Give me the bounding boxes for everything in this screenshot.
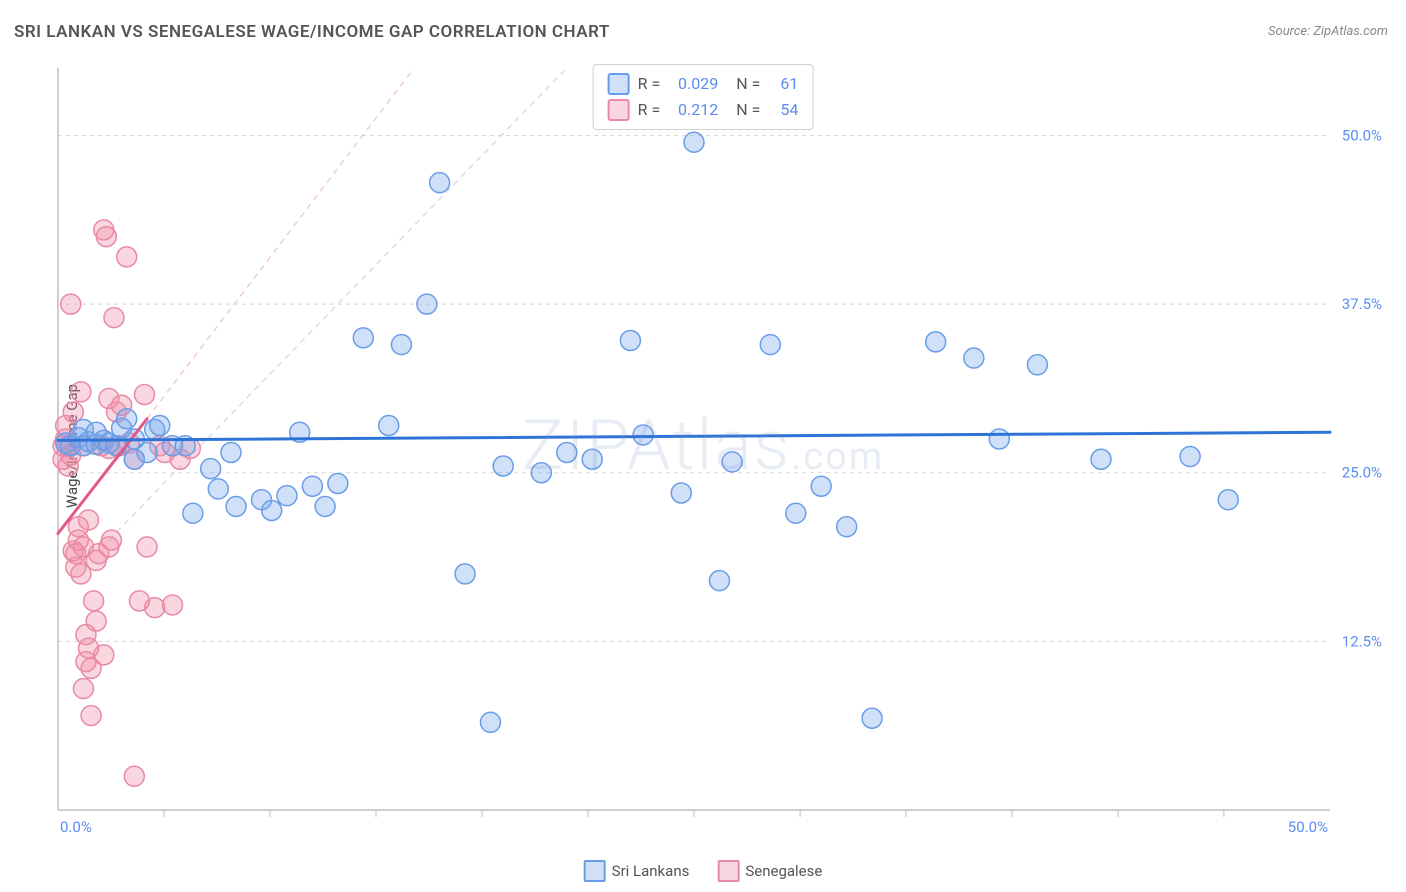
data-point (145, 598, 165, 618)
data-point (201, 459, 221, 479)
stat-r-label: R = (638, 97, 661, 123)
data-point (61, 294, 81, 314)
data-point (1180, 447, 1200, 467)
correlation-stats-box: R = 0.029 N = 61 R = 0.212 N = 54 (593, 64, 814, 130)
data-point (353, 328, 373, 348)
data-point (379, 416, 399, 436)
data-point (964, 348, 984, 368)
data-point (557, 442, 577, 462)
data-point (989, 429, 1009, 449)
stat-n-value: 61 (768, 71, 798, 97)
data-point (86, 611, 106, 631)
stat-r-label: R = (638, 71, 661, 97)
chart-svg: 12.5% 25.0% 37.5% 50.0% 0.0% 50.0% (50, 60, 1390, 840)
chart-title: SRI LANKAN VS SENEGALESE WAGE/INCOME GAP… (14, 22, 610, 42)
stat-row: R = 0.212 N = 54 (608, 97, 799, 123)
data-point (480, 712, 500, 732)
stat-swatch (608, 73, 630, 95)
data-point (684, 132, 704, 152)
data-point (124, 766, 144, 786)
data-point (73, 679, 93, 699)
data-point (786, 503, 806, 523)
x-tick-label: 0.0% (60, 818, 92, 836)
data-point (1027, 355, 1047, 375)
data-point (722, 452, 742, 472)
data-point (71, 382, 91, 402)
data-point (430, 173, 450, 193)
data-point (633, 425, 653, 445)
y-tick-label: 25.0% (1342, 464, 1382, 482)
data-point (137, 442, 157, 462)
scatter-plot-area: 12.5% 25.0% 37.5% 50.0% 0.0% 50.0% (50, 60, 1390, 840)
data-point (79, 510, 99, 530)
data-point (709, 571, 729, 591)
legend-swatch (717, 860, 739, 882)
stat-n-value: 54 (768, 97, 798, 123)
data-point (81, 706, 101, 726)
legend-swatch (584, 860, 606, 882)
y-tick-label: 37.5% (1342, 295, 1382, 313)
data-point (117, 247, 137, 267)
data-point (671, 483, 691, 503)
legend-label: Senegalese (745, 862, 822, 880)
stat-r-value: 0.212 (668, 97, 718, 123)
trend-line (58, 432, 1330, 440)
data-point (493, 456, 513, 476)
stat-n-label: N = (736, 71, 760, 97)
x-tick-label: 50.0% (1288, 818, 1328, 836)
data-point (315, 496, 335, 516)
data-point (226, 496, 246, 516)
data-point (862, 708, 882, 728)
source-attribution: Source: ZipAtlas.com (1268, 24, 1388, 39)
data-point (417, 294, 437, 314)
data-point (208, 479, 228, 499)
data-point (150, 416, 170, 436)
data-point (183, 503, 203, 523)
data-point (760, 335, 780, 355)
data-point (94, 645, 114, 665)
y-tick-label: 50.0% (1342, 126, 1382, 144)
data-point (455, 564, 475, 584)
data-point (84, 591, 104, 611)
data-point (1218, 490, 1238, 510)
data-point (391, 335, 411, 355)
bottom-legend: Sri Lankans Senegalese (584, 860, 823, 882)
data-point (96, 227, 116, 247)
legend-item: Sri Lankans (584, 860, 690, 882)
data-point (531, 463, 551, 483)
stat-r-value: 0.029 (668, 71, 718, 97)
data-point (104, 308, 124, 328)
data-point (582, 449, 602, 469)
data-point (221, 442, 241, 462)
data-point (134, 384, 154, 404)
trend-line-extension (147, 68, 414, 419)
data-point (620, 331, 640, 351)
data-point (101, 530, 121, 550)
data-point (277, 486, 297, 506)
data-point (328, 474, 348, 494)
stat-row: R = 0.029 N = 61 (608, 71, 799, 97)
stat-swatch (608, 99, 630, 121)
data-point (137, 537, 157, 557)
legend-label: Sri Lankans (612, 862, 690, 880)
data-point (926, 332, 946, 352)
stat-n-label: N = (736, 97, 760, 123)
data-point (837, 517, 857, 537)
data-point (1091, 449, 1111, 469)
data-point (63, 402, 83, 422)
data-point (302, 476, 322, 496)
data-point (262, 501, 282, 521)
y-tick-label: 12.5% (1342, 632, 1382, 650)
legend-item: Senegalese (717, 860, 822, 882)
data-point (811, 476, 831, 496)
data-point (117, 409, 137, 429)
data-point (162, 595, 182, 615)
